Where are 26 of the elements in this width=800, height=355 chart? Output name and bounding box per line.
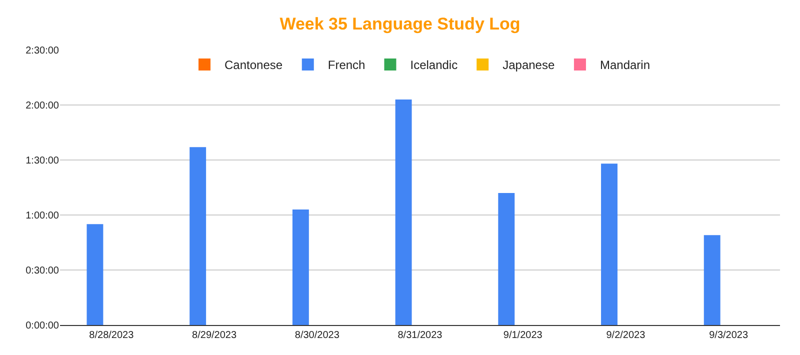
legend-label: French bbox=[328, 58, 366, 72]
y-tick-label: 0:00:00 bbox=[26, 320, 60, 332]
x-tick-label: 8/30/2023 bbox=[294, 330, 340, 341]
y-tick-label: 1:30:00 bbox=[26, 156, 60, 166]
bar bbox=[86, 224, 104, 325]
x-tick-label: 9/3/2023 bbox=[709, 330, 748, 341]
legend-label: Japanese bbox=[502, 58, 555, 72]
y-tick-label: 2:00:00 bbox=[26, 100, 60, 112]
x-tick-label: 8/31/2023 bbox=[398, 330, 443, 341]
legend-label: Icelandic bbox=[410, 58, 458, 72]
legend-label: Mandarin bbox=[600, 58, 650, 72]
x-tick-label: 8/29/2023 bbox=[192, 330, 237, 341]
x-tick-label: 8/28/2023 bbox=[89, 330, 134, 341]
bar bbox=[601, 164, 618, 325]
y-tick-label: 1:00:00 bbox=[26, 210, 60, 222]
bar bbox=[704, 235, 720, 325]
bar bbox=[498, 193, 515, 325]
bar bbox=[190, 147, 206, 325]
y-tick-label: 2:30:00 bbox=[26, 46, 60, 56]
chart-title: Week 35 Language Study Log bbox=[280, 14, 520, 34]
bar bbox=[395, 100, 412, 325]
bar bbox=[292, 210, 309, 325]
y-tick-label: 0:30:00 bbox=[26, 266, 60, 276]
x-tick-label: 9/2/2023 bbox=[606, 330, 646, 341]
legend-label: Cantonese bbox=[224, 58, 283, 72]
x-tick-label: 9/1/2023 bbox=[503, 330, 543, 341]
